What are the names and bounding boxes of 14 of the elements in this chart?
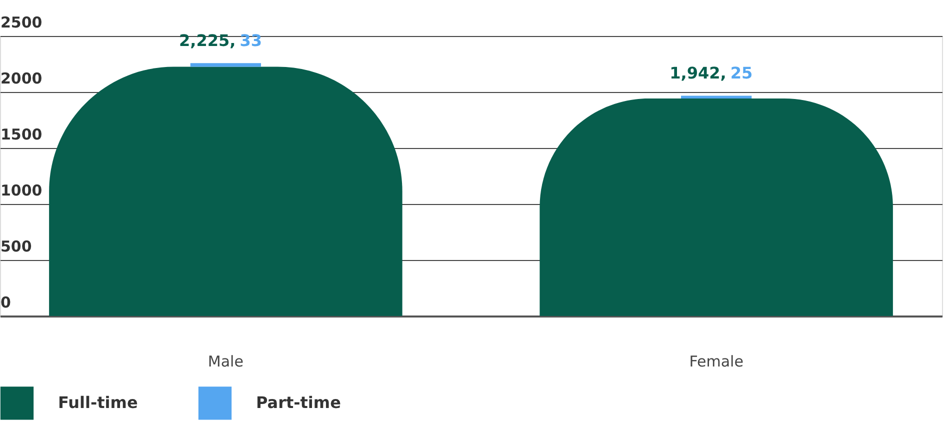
y-tick-label: 1000 bbox=[0, 182, 42, 200]
y-tick-label: 2000 bbox=[0, 70, 42, 88]
data-label: 33 bbox=[240, 31, 262, 50]
x-tick-label: Male bbox=[208, 352, 244, 370]
x-tick-label: Female bbox=[689, 352, 744, 370]
data-label: 1,942, bbox=[670, 64, 726, 83]
y-tick-label: 0 bbox=[0, 294, 11, 312]
data-label: 25 bbox=[730, 64, 753, 83]
data-label: 2,225, bbox=[179, 31, 236, 50]
y-tick-label: 500 bbox=[0, 238, 32, 256]
legend-label: Part-time bbox=[256, 393, 342, 412]
y-tick-label: 1500 bbox=[0, 126, 42, 144]
legend-label: Full-time bbox=[58, 393, 138, 412]
y-tick-label: 2500 bbox=[0, 14, 42, 32]
